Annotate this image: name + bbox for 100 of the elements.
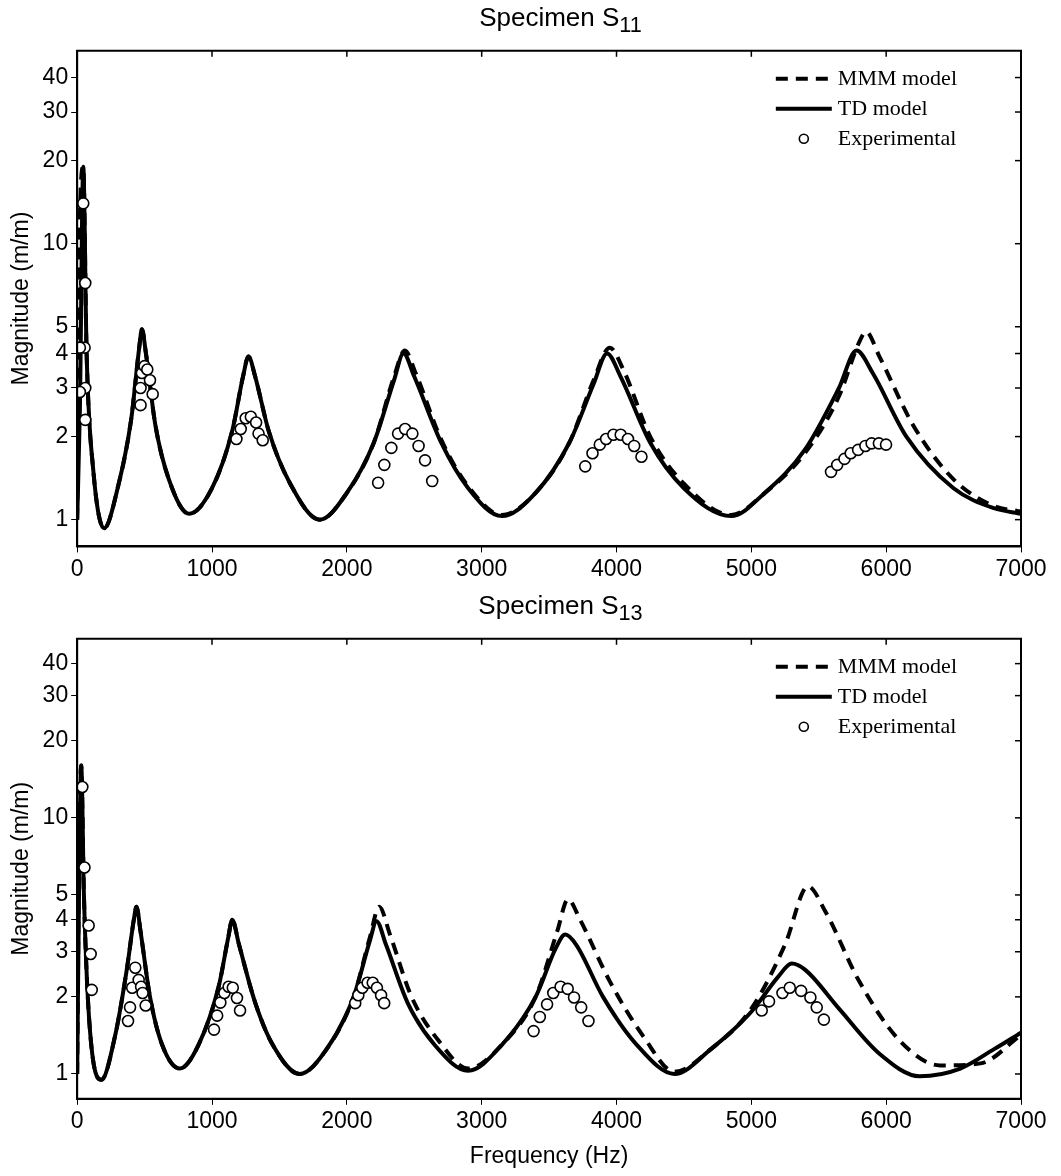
point <box>540 998 554 1011</box>
point <box>146 387 159 401</box>
point <box>136 986 149 1000</box>
y-tick-label: 4 <box>55 905 69 932</box>
y-tick-label: 3 <box>55 373 69 400</box>
point <box>527 1024 540 1038</box>
y-tick-label: 40 <box>42 62 69 89</box>
y-tick-label: 1 <box>55 1059 69 1086</box>
x-tick-label: 2000 <box>321 1106 373 1133</box>
point <box>418 454 432 467</box>
y-tick-label: 30 <box>42 680 69 707</box>
point <box>586 446 599 460</box>
point <box>139 999 152 1012</box>
point <box>207 1023 221 1036</box>
legend-label: TD model <box>837 94 928 120</box>
point <box>817 1013 831 1026</box>
point <box>230 432 243 446</box>
point <box>134 381 147 395</box>
legend-label: Experimental <box>837 712 957 738</box>
point <box>134 398 147 412</box>
point <box>230 991 244 1005</box>
y-tick-label: 40 <box>42 648 69 675</box>
legend-label: TD model <box>837 682 928 708</box>
point <box>78 861 91 874</box>
point <box>378 458 391 472</box>
point <box>567 991 581 1004</box>
x-tick-label: 0 <box>70 554 84 581</box>
point <box>256 433 270 447</box>
y-tick-label: 3 <box>55 937 69 964</box>
point <box>377 996 391 1010</box>
y-tick-label: 10 <box>42 803 69 830</box>
point <box>140 363 154 376</box>
point <box>574 1001 588 1014</box>
x-tick-label: 4000 <box>590 1106 643 1133</box>
point <box>234 422 248 436</box>
point <box>128 961 142 974</box>
x-tick-label: 5000 <box>725 1106 777 1133</box>
point <box>783 981 797 995</box>
x-axis-title: Frequency (Hz) <box>469 1141 629 1168</box>
y-tick-label: 2 <box>55 982 69 1009</box>
point <box>123 1001 137 1014</box>
x-tick-label: 5000 <box>725 554 777 581</box>
x-tick-label: 2000 <box>321 554 373 581</box>
point <box>412 439 425 453</box>
legend-label: Experimental <box>837 124 957 150</box>
point <box>84 947 97 961</box>
point <box>561 982 574 996</box>
point <box>804 991 817 1004</box>
x-tick-label: 6000 <box>860 554 912 581</box>
point <box>371 476 385 490</box>
y-tick-label: 2 <box>55 421 69 448</box>
point <box>82 919 95 932</box>
point <box>85 983 99 997</box>
x-tick-label: 4000 <box>590 554 643 581</box>
point <box>121 1014 135 1028</box>
point <box>406 427 419 440</box>
y-tick-label: 20 <box>42 145 69 172</box>
y-tick-label: 10 <box>42 229 69 256</box>
y-axis-title: Magnitude (m/m) <box>7 781 34 956</box>
x-tick-label: 1000 <box>186 554 238 581</box>
point <box>762 995 776 1008</box>
point <box>226 981 240 995</box>
y-tick-label: 5 <box>55 312 69 339</box>
point <box>78 276 92 290</box>
point <box>755 1004 769 1017</box>
point <box>233 1004 247 1017</box>
point <box>210 1009 224 1022</box>
chart-title: Specimen S$_{11}$ <box>478 1 643 38</box>
legend-label: MMM model <box>837 64 958 90</box>
point <box>582 1014 595 1028</box>
point <box>627 439 641 453</box>
point <box>77 780 89 794</box>
point <box>78 413 92 427</box>
point <box>77 197 90 210</box>
x-tick-label: 3000 <box>456 554 508 581</box>
y-tick-label: 30 <box>42 97 69 124</box>
x-tick-label: 7000 <box>995 554 1047 581</box>
point <box>879 438 893 451</box>
point <box>578 460 592 473</box>
point <box>635 450 648 464</box>
x-tick-label: 7000 <box>995 1106 1047 1133</box>
y-axis-title: Magnitude (m/m) <box>7 211 34 386</box>
chart-title: Specimen S$_{13}$ <box>477 589 644 626</box>
y-tick-label: 20 <box>42 726 69 753</box>
point <box>533 1010 547 1024</box>
y-tick-label: 5 <box>55 880 69 907</box>
point <box>425 474 439 488</box>
legend-label: MMM model <box>837 652 958 678</box>
point <box>143 373 157 387</box>
point <box>385 441 398 455</box>
x-tick-label: 1000 <box>186 1106 238 1133</box>
y-tick-label: 1 <box>55 505 69 531</box>
point <box>214 996 227 1009</box>
point <box>249 416 263 429</box>
y-tick-label: 4 <box>55 338 69 365</box>
point <box>794 984 808 998</box>
x-tick-label: 6000 <box>860 1106 912 1133</box>
x-tick-label: 3000 <box>456 1106 508 1133</box>
point <box>810 1001 824 1014</box>
x-tick-label: 0 <box>70 1106 84 1133</box>
